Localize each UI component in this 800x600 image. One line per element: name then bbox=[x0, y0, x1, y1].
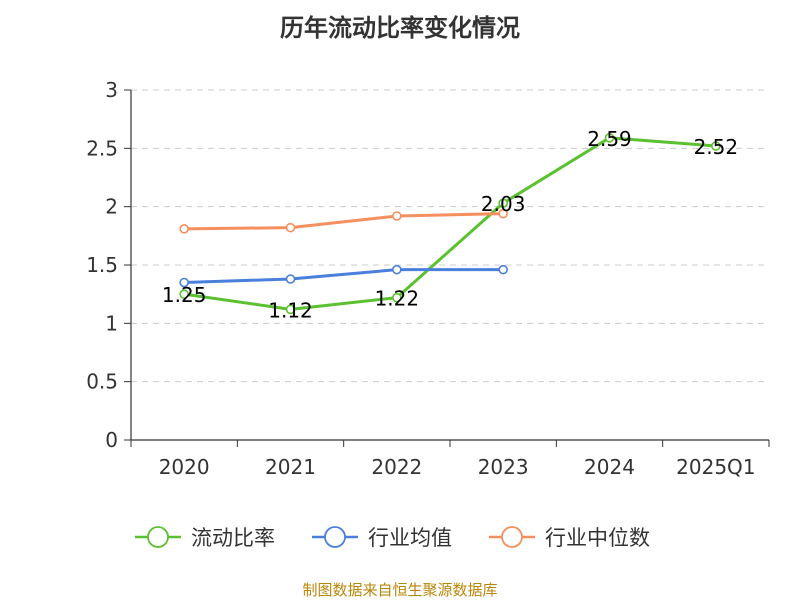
data-point bbox=[604, 133, 615, 143]
data-point bbox=[179, 289, 189, 299]
x-tick-label: 2023 bbox=[478, 455, 529, 479]
data-label: 2.03 bbox=[481, 192, 526, 216]
x-tick-label: 2022 bbox=[371, 455, 422, 479]
data-point bbox=[498, 208, 508, 219]
data-label: 2.52 bbox=[694, 135, 739, 159]
data-point bbox=[285, 304, 296, 315]
data-point bbox=[498, 264, 508, 275]
legend-label[interactable]: 行业中位数 bbox=[545, 526, 650, 550]
series-line-3 bbox=[184, 212, 504, 231]
source-note: 制图数据来自恒生聚源数据库 bbox=[302, 581, 498, 599]
data-point bbox=[711, 141, 721, 151]
data-point bbox=[285, 274, 296, 284]
data-point bbox=[285, 222, 296, 233]
y-tick-label: 1 bbox=[105, 311, 118, 335]
y-tick-label: 2.5 bbox=[86, 136, 118, 160]
legend-swatch-marker bbox=[147, 526, 169, 548]
data-point bbox=[179, 224, 189, 234]
legend-swatch-marker bbox=[501, 526, 523, 548]
data-point bbox=[179, 277, 189, 288]
x-tick-label: 2024 bbox=[584, 455, 635, 479]
data-point bbox=[498, 198, 508, 208]
data-point bbox=[392, 264, 402, 275]
data-label: 1.25 bbox=[162, 283, 207, 307]
y-tick-label: 0.5 bbox=[86, 370, 118, 394]
x-tick-label: 2020 bbox=[159, 455, 210, 479]
legend-label[interactable]: 行业均值 bbox=[368, 526, 452, 550]
y-tick-label: 0 bbox=[105, 428, 118, 452]
data-label: 1.12 bbox=[268, 298, 313, 322]
legend-swatch-marker bbox=[324, 526, 346, 548]
x-tick-label: 2025Q1 bbox=[676, 455, 755, 479]
data-point bbox=[392, 211, 402, 221]
legend-label[interactable]: 流动比率 bbox=[191, 526, 275, 550]
y-tick-label: 3 bbox=[105, 78, 118, 102]
y-tick-label: 1.5 bbox=[86, 253, 118, 277]
x-tick-label: 2021 bbox=[265, 455, 316, 479]
series-line-1 bbox=[183, 136, 716, 311]
series-line-2 bbox=[184, 268, 504, 284]
chart-title: 历年流动比率变化情况 bbox=[280, 14, 520, 42]
data-point bbox=[392, 292, 402, 303]
data-label: 1.22 bbox=[375, 287, 420, 311]
y-tick-label: 2 bbox=[105, 195, 118, 219]
data-label: 2.59 bbox=[587, 127, 632, 151]
